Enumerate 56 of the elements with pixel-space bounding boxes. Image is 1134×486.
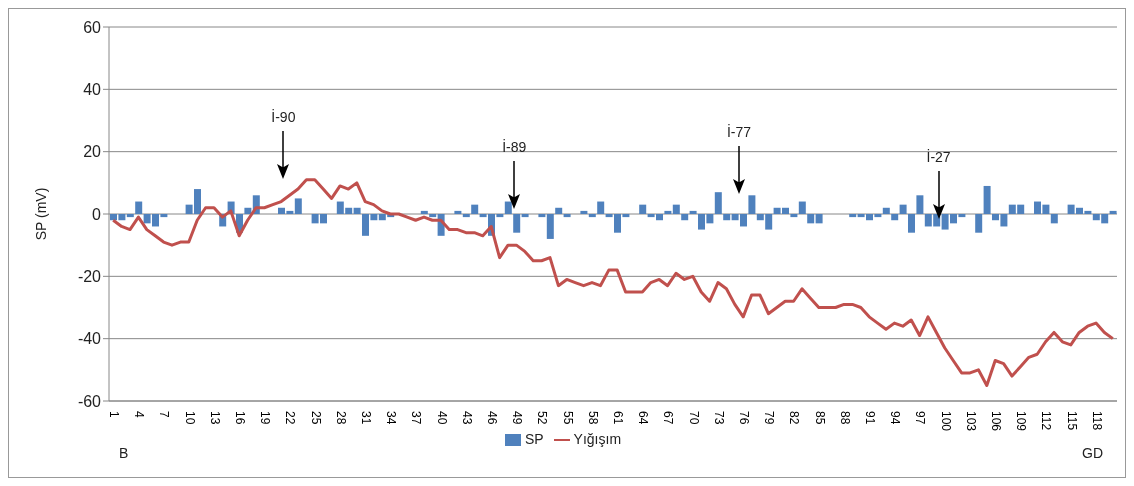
x-tick-label: 10: [182, 411, 197, 425]
x-tick-label: 73: [711, 411, 726, 425]
x-tick-label: 52: [535, 411, 550, 425]
x-tick-label: 91: [863, 411, 878, 425]
x-tick-label: 1: [107, 411, 122, 418]
x-tick-label: 67: [661, 411, 676, 425]
x-tick-label: 70: [686, 411, 701, 425]
x-tick-label: 64: [636, 411, 651, 425]
x-tick-label: 13: [207, 411, 222, 425]
x-tick-label: 112: [1039, 411, 1054, 431]
x-tick-label: 58: [585, 411, 600, 425]
x-tick-label: 46: [485, 411, 500, 425]
annotation: İ-89: [501, 139, 528, 156]
x-tick-label: 61: [611, 411, 626, 425]
x-tick-label: 37: [409, 411, 424, 425]
x-tick-label: 94: [888, 411, 903, 425]
x-tick-label: 4: [132, 411, 147, 418]
x-tick-label: 85: [812, 411, 827, 425]
y-tick-label: -40: [77, 330, 102, 348]
text: B: [119, 445, 129, 461]
x-tick-label: 22: [283, 411, 298, 425]
x-tick-label: 19: [258, 411, 273, 425]
x-tick-label: 109: [1014, 411, 1029, 432]
y-tick-label: 0: [92, 205, 102, 223]
y-axis-title: SP (mV): [32, 187, 49, 241]
legend-label: SP: [524, 431, 544, 447]
y-tick-label: -20: [77, 268, 102, 286]
y-tick-label: -60: [77, 392, 102, 410]
annotation: İ-77: [725, 124, 753, 141]
y-tick-label: 20: [83, 143, 102, 161]
text: GD: [1082, 445, 1103, 461]
x-tick-label: 76: [737, 411, 752, 425]
x-tick-label: 7: [157, 411, 172, 418]
x-tick-label: 100: [938, 411, 953, 432]
x-tick-label: 115: [1064, 411, 1079, 431]
x-tick-label: 79: [762, 411, 777, 425]
x-tick-label: 16: [233, 411, 248, 425]
x-tick-label: 97: [913, 411, 928, 425]
x-tick-label: 88: [837, 411, 852, 425]
x-tick-label: 34: [384, 411, 399, 425]
x-tick-label: 40: [434, 411, 449, 425]
annotation: İ-27: [925, 148, 952, 165]
legend-label: Yığışım: [573, 431, 622, 447]
x-tick-label: 43: [459, 411, 474, 425]
x-tick-label: 55: [560, 411, 575, 425]
x-tick-label: 118: [1089, 411, 1104, 431]
x-tick-label: 31: [359, 411, 374, 425]
x-tick-label: 28: [333, 411, 348, 425]
x-tick-label: 103: [963, 411, 978, 432]
y-tick-label: 60: [83, 18, 102, 36]
x-tick-label: 82: [787, 411, 802, 425]
y-tick-label: 40: [83, 81, 102, 99]
annotation: İ-90: [270, 109, 297, 126]
x-tick-label: 49: [510, 411, 525, 425]
x-tick-label: 106: [989, 411, 1004, 432]
x-tick-label: 25: [308, 411, 323, 425]
